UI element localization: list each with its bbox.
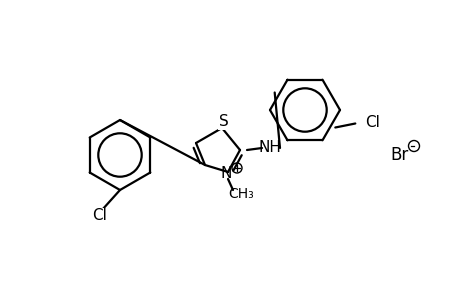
Text: Cl: Cl [364, 115, 379, 130]
Text: Br: Br [390, 146, 408, 164]
Text: S: S [218, 115, 229, 130]
Text: N: N [220, 167, 231, 182]
Text: NH: NH [258, 140, 281, 155]
Text: Cl: Cl [92, 208, 107, 224]
Text: CH₃: CH₃ [228, 187, 253, 201]
